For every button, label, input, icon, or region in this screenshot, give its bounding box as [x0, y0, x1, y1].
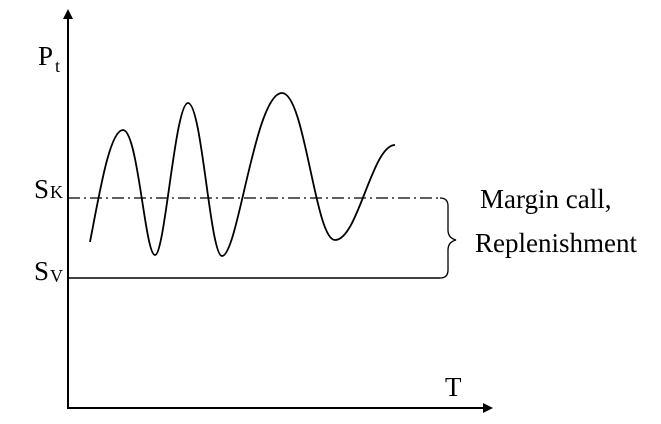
- level-label: S: [34, 256, 49, 286]
- y-axis-label-sub: t: [55, 56, 60, 76]
- level-label: S: [34, 174, 49, 204]
- x-axis-label: T: [445, 372, 462, 402]
- y-axis-label: P: [38, 41, 53, 71]
- level-label-sub: K: [50, 182, 63, 202]
- brace: [439, 197, 457, 279]
- annotation-line: Replenishment: [475, 228, 637, 258]
- annotation-line: Margin call,: [480, 184, 611, 214]
- level-label-sub: V: [50, 266, 63, 286]
- price-curve: [89, 92, 396, 257]
